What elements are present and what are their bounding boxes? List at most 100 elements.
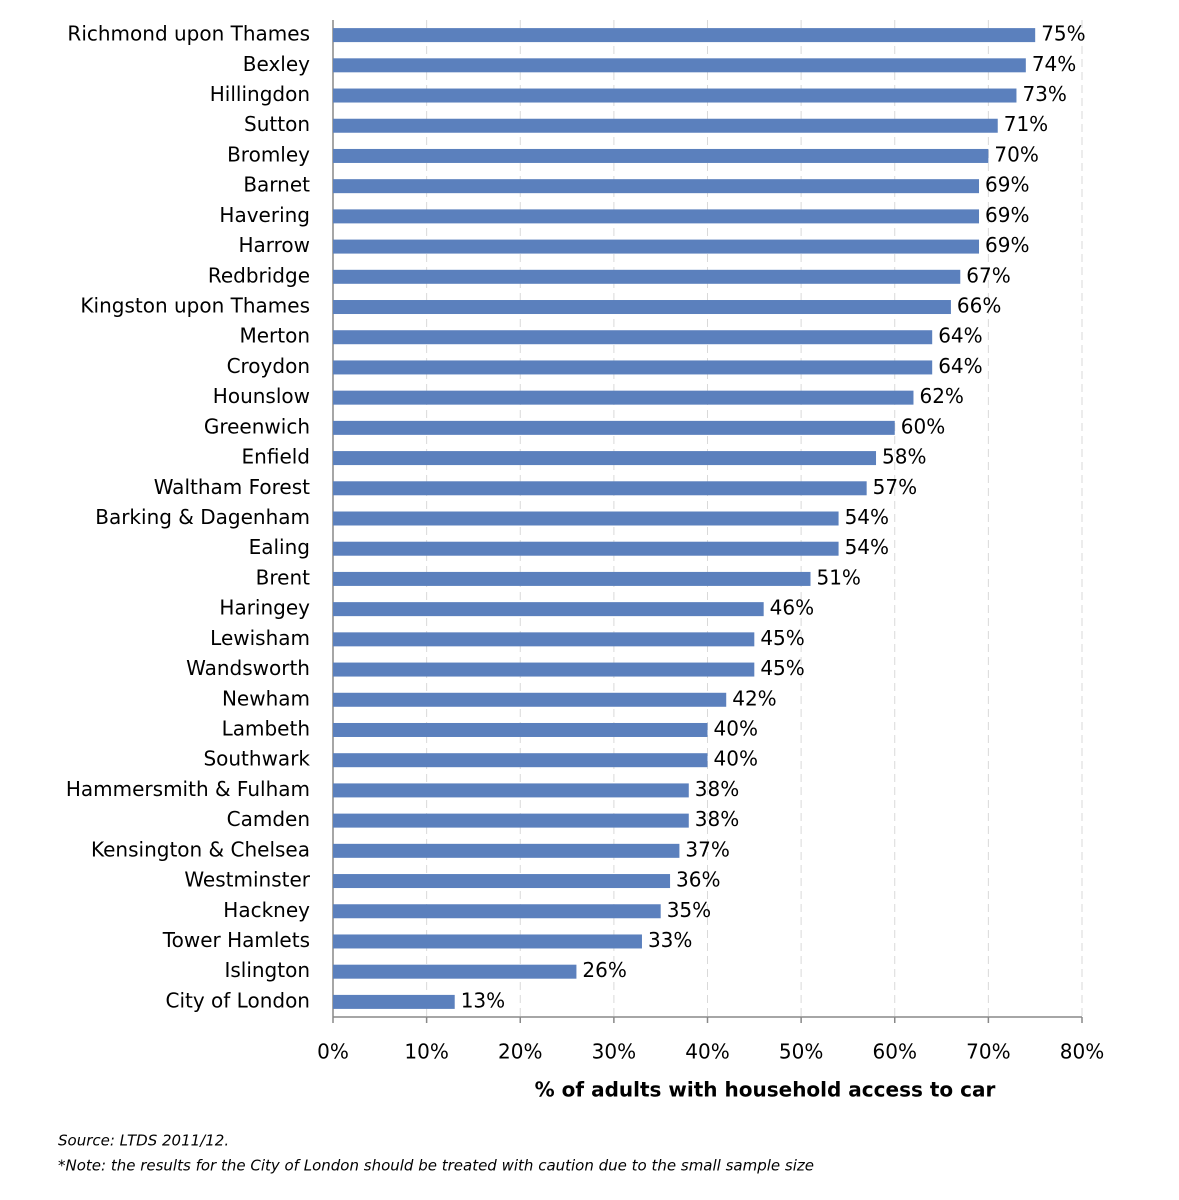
x-axis-label: % of adults with household access to car bbox=[535, 1078, 996, 1102]
y-tick-label: Hammersmith & Fulham bbox=[66, 777, 310, 801]
y-tick-label: Hillingdon bbox=[210, 82, 310, 106]
bar bbox=[333, 874, 671, 889]
bar bbox=[333, 964, 577, 979]
data-label: 38% bbox=[695, 777, 739, 801]
y-tick-label: Brent bbox=[256, 565, 310, 589]
data-label: 38% bbox=[695, 807, 739, 831]
x-tick-label: 30% bbox=[592, 1040, 636, 1064]
data-label: 26% bbox=[582, 958, 626, 982]
y-tick-label: Greenwich bbox=[204, 414, 310, 438]
bar bbox=[333, 692, 727, 707]
y-tick-label: Kingston upon Thames bbox=[80, 294, 310, 318]
bar bbox=[333, 722, 708, 737]
data-label: 69% bbox=[985, 233, 1029, 257]
bar bbox=[333, 904, 661, 919]
data-label: 75% bbox=[1041, 22, 1085, 46]
data-label: 64% bbox=[938, 324, 982, 348]
data-label: 40% bbox=[714, 747, 758, 771]
source-note: Source: LTDS 2011/12. bbox=[58, 1132, 229, 1150]
data-label: 57% bbox=[873, 475, 917, 499]
data-label: 37% bbox=[685, 837, 729, 861]
x-tick-label: 20% bbox=[498, 1040, 542, 1064]
data-label: 45% bbox=[760, 656, 804, 680]
data-label: 66% bbox=[957, 294, 1001, 318]
y-tick-label: Sutton bbox=[244, 112, 310, 136]
data-label: 67% bbox=[966, 263, 1010, 287]
caution-note: *Note: the results for the City of Londo… bbox=[58, 1157, 814, 1175]
data-label: 51% bbox=[816, 565, 860, 589]
x-tick-label: 70% bbox=[966, 1040, 1010, 1064]
data-label: 69% bbox=[985, 203, 1029, 227]
bar bbox=[333, 753, 708, 768]
x-tick-label: 50% bbox=[779, 1040, 823, 1064]
bar bbox=[333, 541, 839, 556]
y-tick-label: Newham bbox=[222, 686, 310, 710]
data-label: 33% bbox=[648, 928, 692, 952]
y-tick-label: Islington bbox=[224, 958, 310, 982]
y-tick-label: Haringey bbox=[219, 596, 310, 620]
y-tick-label: Waltham Forest bbox=[154, 475, 310, 499]
data-label: 64% bbox=[938, 354, 982, 378]
y-tick-label: Wandsworth bbox=[186, 656, 310, 680]
data-label: 13% bbox=[461, 988, 505, 1012]
y-tick-label: Westminster bbox=[184, 868, 310, 892]
data-label: 62% bbox=[919, 384, 963, 408]
y-tick-label: Lewisham bbox=[210, 626, 310, 650]
bar bbox=[333, 632, 755, 647]
data-label: 54% bbox=[845, 505, 889, 529]
bar bbox=[333, 330, 933, 345]
y-tick-label: Lambeth bbox=[222, 716, 310, 740]
bar bbox=[333, 662, 755, 677]
bar bbox=[333, 148, 989, 163]
y-tick-label: Havering bbox=[219, 203, 310, 227]
data-label: 70% bbox=[994, 142, 1038, 166]
x-tick-label: 80% bbox=[1060, 1040, 1104, 1064]
bar bbox=[333, 602, 764, 617]
data-label: 45% bbox=[760, 626, 804, 650]
bar bbox=[333, 118, 998, 133]
data-label: 60% bbox=[901, 414, 945, 438]
y-tick-label: Bexley bbox=[243, 52, 310, 76]
data-label: 40% bbox=[714, 716, 758, 740]
y-tick-label: Croydon bbox=[227, 354, 310, 378]
bar bbox=[333, 994, 455, 1009]
y-tick-label: Enfield bbox=[242, 445, 310, 469]
y-tick-label: Barnet bbox=[243, 173, 310, 197]
y-tick-label: Camden bbox=[227, 807, 310, 831]
y-tick-label: Tower Hamlets bbox=[162, 928, 310, 952]
data-label: 54% bbox=[845, 535, 889, 559]
bar bbox=[333, 481, 867, 496]
data-label: 36% bbox=[676, 868, 720, 892]
bar bbox=[333, 783, 689, 798]
bar bbox=[333, 934, 642, 949]
bar bbox=[333, 813, 689, 828]
data-label: 74% bbox=[1032, 52, 1076, 76]
bar bbox=[333, 88, 1017, 103]
data-label: 73% bbox=[1022, 82, 1066, 106]
y-tick-label: Harrow bbox=[238, 233, 310, 257]
bar bbox=[333, 451, 877, 466]
y-tick-label: Redbridge bbox=[208, 263, 310, 287]
bar bbox=[333, 390, 914, 405]
bar bbox=[333, 300, 951, 315]
y-tick-label: Hackney bbox=[223, 898, 310, 922]
bar bbox=[333, 239, 980, 254]
data-label: 58% bbox=[882, 445, 926, 469]
bar bbox=[333, 269, 961, 284]
bar bbox=[333, 843, 680, 858]
y-tick-label: Ealing bbox=[249, 535, 310, 559]
y-tick-label: Merton bbox=[239, 324, 310, 348]
x-tick-label: 40% bbox=[685, 1040, 729, 1064]
x-tick-label: 60% bbox=[873, 1040, 917, 1064]
data-label: 42% bbox=[732, 686, 776, 710]
data-label: 71% bbox=[1004, 112, 1048, 136]
y-tick-label: Barking & Dagenham bbox=[95, 505, 310, 529]
data-label: 46% bbox=[770, 596, 814, 620]
y-tick-label: Richmond upon Thames bbox=[67, 22, 310, 46]
bar bbox=[333, 28, 1036, 43]
data-label: 69% bbox=[985, 173, 1029, 197]
bar bbox=[333, 420, 895, 435]
bar bbox=[333, 511, 839, 526]
y-tick-label: Hounslow bbox=[213, 384, 310, 408]
x-tick-label: 10% bbox=[404, 1040, 448, 1064]
